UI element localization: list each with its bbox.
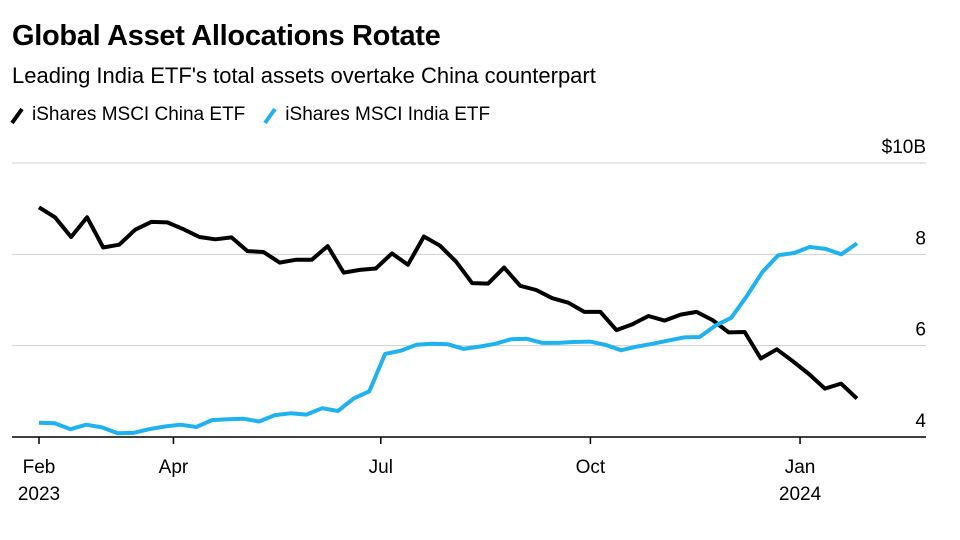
legend-swatch-china [10, 107, 24, 125]
y-tick-label: 6 [915, 320, 926, 341]
chart-subtitle: Leading India ETF's total assets overtak… [12, 63, 596, 88]
legend-item-china: iShares MSCI China ETF [10, 104, 245, 126]
legend-item-india: iShares MSCI India ETF [263, 104, 490, 126]
x-tick-year-label: 2024 [779, 484, 822, 505]
series-line-india [38, 241, 859, 436]
legend-swatch-india [263, 107, 277, 125]
x-tick-label: Feb [23, 457, 56, 478]
x-tick-label: Oct [576, 457, 606, 478]
series-line-china [37, 205, 859, 401]
x-tick-label: Jan [785, 457, 816, 478]
x-tick-label: Jul [369, 457, 393, 478]
legend-label-india: iShares MSCI India ETF [285, 104, 491, 125]
legend-label-china: iShares MSCI China ETF [32, 104, 246, 125]
y-tick-label: $10B [882, 137, 926, 158]
y-tick-label: 8 [915, 228, 926, 249]
x-tick-year-label: 2023 [18, 484, 60, 505]
chart-title: Global Asset Allocations Rotate [12, 20, 441, 52]
x-tick-label: Apr [159, 457, 189, 478]
y-tick-label: 4 [915, 411, 926, 432]
legend: iShares MSCI China ETF iShares MSCI Indi… [10, 104, 508, 126]
